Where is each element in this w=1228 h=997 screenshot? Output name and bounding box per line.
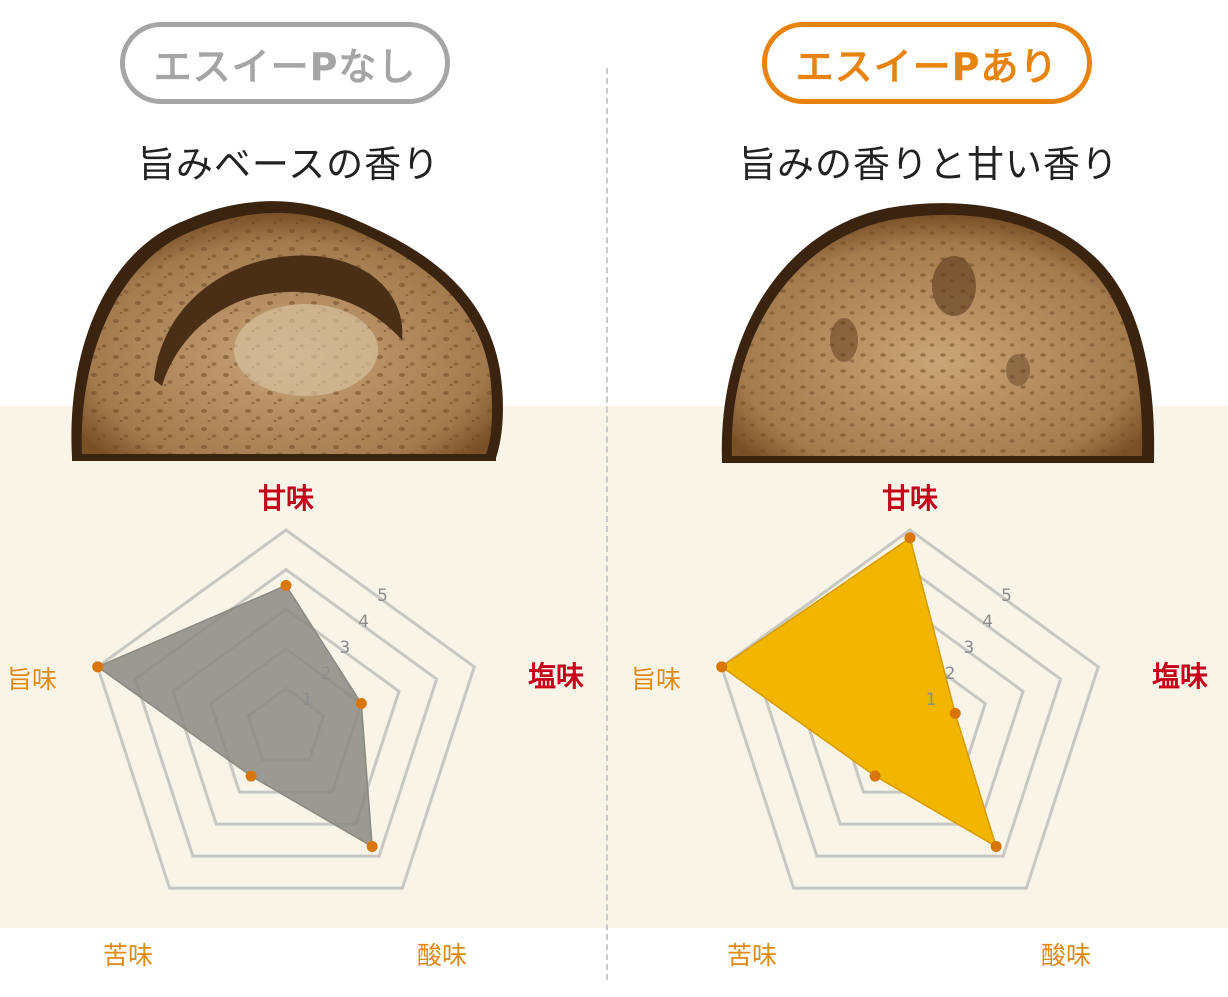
data-point-1 xyxy=(949,707,961,719)
data-point-4 xyxy=(716,661,728,673)
axis-label: 塩味 xyxy=(1152,660,1208,693)
tick-label: 1 xyxy=(302,690,313,710)
aroma-subtitle: 旨みの香りと甘い香り xyxy=(739,143,1119,186)
aroma-subtitle: 旨みベースの香り xyxy=(137,143,441,186)
badge-without: エスイーPなし xyxy=(120,22,450,104)
tick-label: 5 xyxy=(377,586,388,606)
axis-label: 苦味 xyxy=(103,941,153,970)
data-point-3 xyxy=(869,770,881,782)
data-polygon xyxy=(96,584,373,848)
tick-label: 2 xyxy=(321,664,332,684)
axis-label: 旨味 xyxy=(631,665,681,694)
tick-label: 3 xyxy=(339,638,350,658)
data-polygon xyxy=(720,536,998,849)
bread-image xyxy=(721,203,1155,463)
axis-label: 旨味 xyxy=(7,665,57,694)
axis-label: 苦味 xyxy=(727,941,777,970)
panel-with: エスイーPあり 旨みの香りと甘い香り 1 2 3 4 5 甘味塩味酸味 苦味 旨味 xyxy=(614,0,1228,997)
grid-ring-5 xyxy=(719,528,1101,890)
data-point-0 xyxy=(904,532,916,544)
axis-label: 塩味 xyxy=(528,660,584,693)
axis-label: 酸味 xyxy=(1041,941,1091,970)
tick-label: 5 xyxy=(1001,586,1012,606)
panel-without: エスイーPなし 旨みベースの香り 1 2 3 4 5 甘味塩味酸味 苦味 旨味 xyxy=(7,22,584,970)
axis-label: 甘味 xyxy=(882,482,938,515)
grid-ring-5 xyxy=(95,528,477,890)
tick-label: 4 xyxy=(982,612,993,632)
tick-label: 2 xyxy=(945,664,956,684)
badge-with: エスイーPあり xyxy=(762,22,1092,104)
tick-label: 4 xyxy=(358,612,369,632)
tick-label: 3 xyxy=(963,638,974,658)
data-point-3 xyxy=(245,770,257,782)
data-point-4 xyxy=(92,661,104,673)
data-point-2 xyxy=(990,841,1002,853)
panel-divider xyxy=(606,68,608,980)
bread-image xyxy=(71,201,503,461)
data-point-1 xyxy=(355,698,367,710)
data-point-2 xyxy=(366,841,378,853)
tick-label: 1 xyxy=(926,690,937,710)
axis-label: 酸味 xyxy=(417,941,467,970)
axis-label: 甘味 xyxy=(258,482,314,515)
data-point-0 xyxy=(280,579,292,591)
